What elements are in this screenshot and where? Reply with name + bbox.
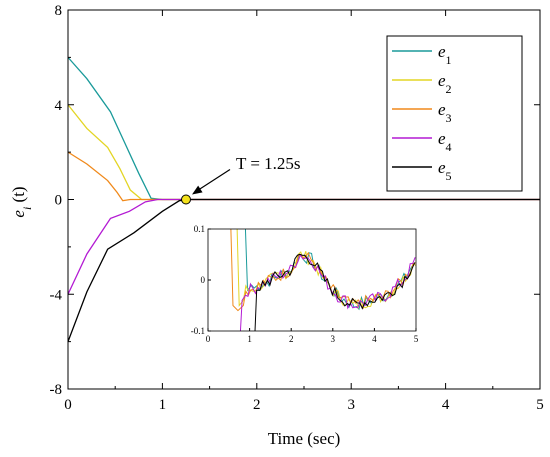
x-tick-label: 4: [442, 397, 450, 413]
legend-label-e1: e1: [438, 42, 452, 67]
inset-zoom-plot: 0 1 2 3 4 5-0.100.1: [191, 224, 419, 344]
legend-label-e4: e4: [438, 129, 452, 154]
legend: e1 e2 e3 e4 e5: [386, 35, 523, 192]
y-tick-label: -8: [50, 382, 63, 398]
inset-series-layer: [230, 228, 416, 332]
y-tick-label: 8: [55, 3, 63, 19]
settling-annotation: T = 1.25s: [181, 154, 301, 205]
y-tick-label: -4: [50, 287, 63, 303]
inset-x-tick-label: 0: [206, 334, 211, 344]
inset-series-line-e5: [254, 253, 416, 332]
x-axis-label: Time (sec): [268, 429, 341, 448]
legend-label-e5: e5: [438, 158, 452, 183]
inset-tick-layer: 0 1 2 3 4 5-0.100.1: [191, 224, 419, 344]
inset-x-tick-label: 4: [372, 334, 377, 344]
series-line-e3: [67, 151, 540, 202]
x-tick-label: 3: [347, 397, 355, 413]
inset-x-tick-label: 1: [247, 334, 252, 344]
annotation-arrow-head: [192, 185, 203, 195]
legend-box: [386, 35, 523, 192]
inset-x-tick-label: 3: [331, 334, 336, 344]
x-tick-label: 0: [64, 397, 72, 413]
inset-background: [208, 229, 416, 331]
annotation-label: T = 1.25s: [236, 154, 301, 173]
inset-x-tick-label: 2: [289, 334, 294, 344]
settling-time-marker: [181, 194, 191, 205]
legend-label-e3: e3: [438, 100, 452, 125]
y-tick-label: 4: [55, 98, 63, 114]
legend-label-e2: e2: [438, 71, 452, 96]
inset-x-tick-label: 5: [414, 334, 419, 344]
series-line-e4: [67, 198, 540, 295]
x-tick-label: 1: [159, 397, 167, 413]
x-tick-label: 5: [536, 397, 544, 413]
inset-y-tick-label: 0.1: [194, 224, 205, 234]
inset-y-tick-label: -0.1: [191, 326, 205, 336]
tick-layer: 0 1 2 3 4 5 -8 -4 0 4 8: [50, 3, 544, 413]
y-tick-label: 0: [55, 193, 63, 209]
x-tick-label: 2: [253, 397, 261, 413]
annotation-arrow-line: [195, 168, 231, 193]
series-layer: [67, 56, 540, 342]
inset-series-line-e4: [239, 253, 416, 332]
inset-y-tick-label: 0: [201, 275, 206, 285]
y-axis-label: ei (t): [9, 186, 34, 217]
